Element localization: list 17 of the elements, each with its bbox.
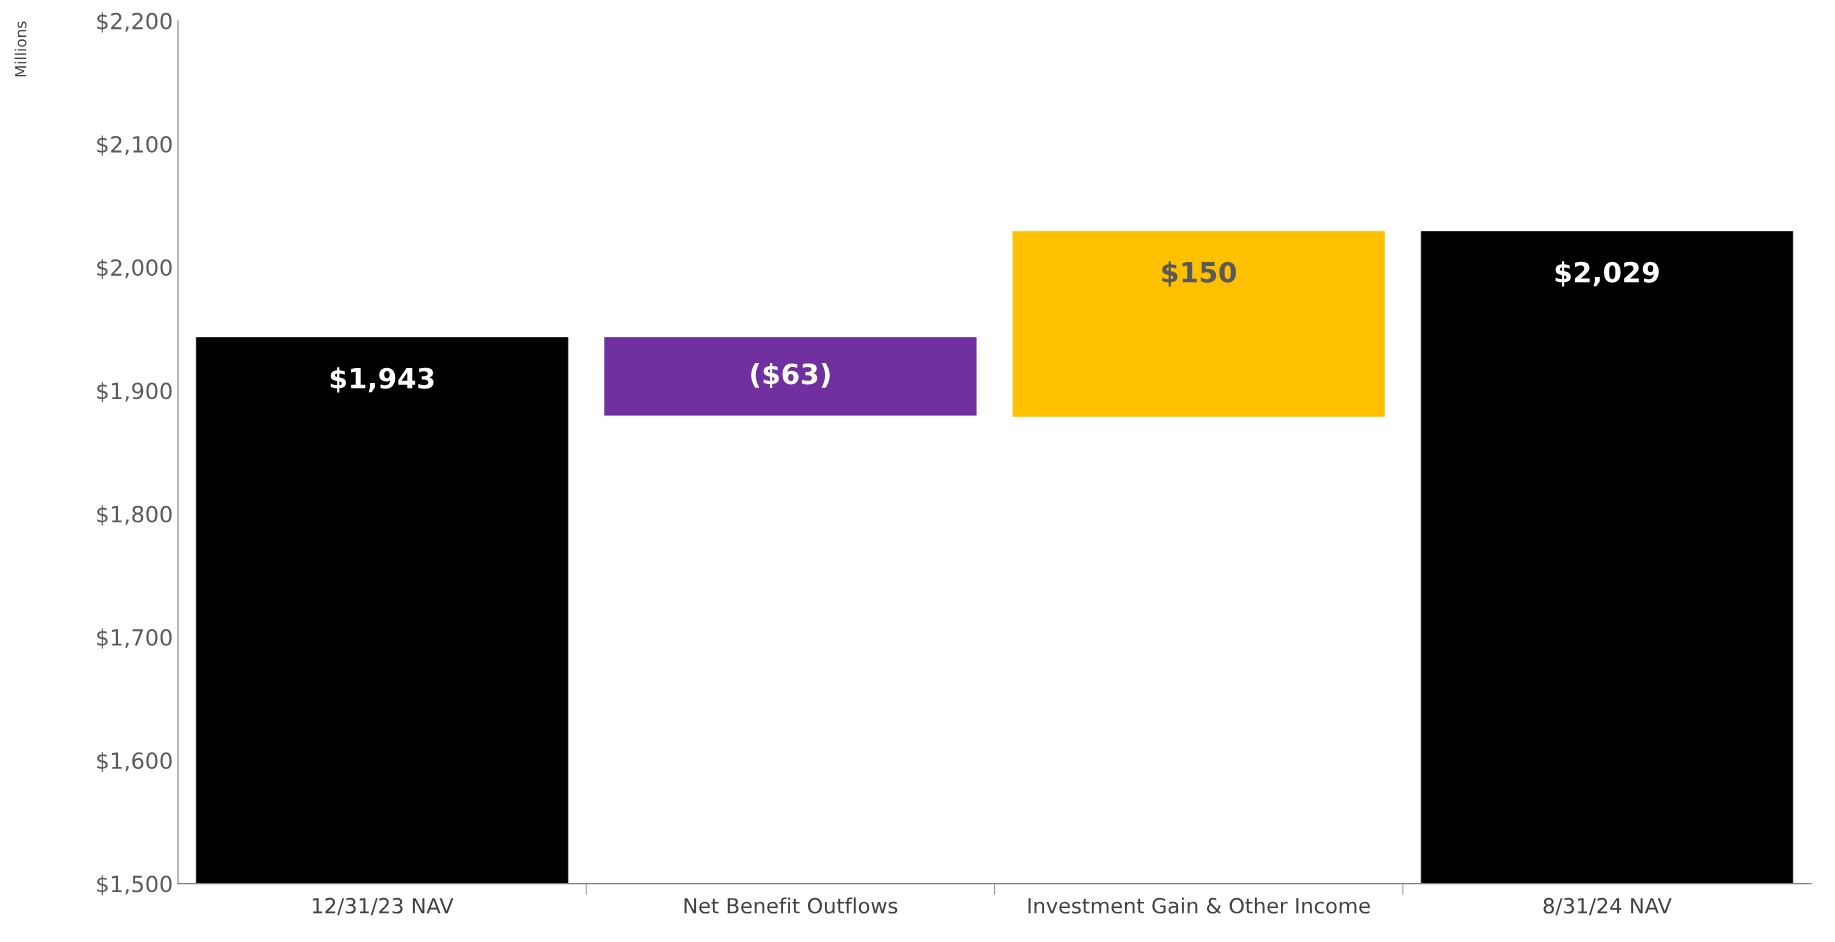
- y-tick-label: $2,200: [97, 12, 172, 33]
- y-tick-label: $1,600: [97, 751, 172, 773]
- y-tick-label: $2,100: [97, 135, 172, 156]
- y-axis-title: Millions: [14, 21, 27, 77]
- y-tick-label: $1,900: [97, 382, 172, 403]
- y-tick-label: $1,500: [97, 875, 172, 896]
- y-tick-label: $1,700: [97, 628, 172, 649]
- x-tick-label: 8/31/24 NAV: [1543, 897, 1672, 916]
- data-label: ($63): [751, 362, 830, 389]
- data-label: $150: [1162, 261, 1237, 287]
- y-tick-label: $1,800: [97, 505, 172, 526]
- data-label: $2,029: [1555, 261, 1659, 287]
- x-tick-label: Net Benefit Outflows: [684, 897, 898, 914]
- x-tick-label: 12/31/23 NAV: [312, 897, 454, 916]
- x-tick-label: Investment Gain & Other Income: [1028, 897, 1370, 914]
- data-label: $1,943: [330, 367, 434, 393]
- y-tick-label: $2,000: [97, 258, 172, 279]
